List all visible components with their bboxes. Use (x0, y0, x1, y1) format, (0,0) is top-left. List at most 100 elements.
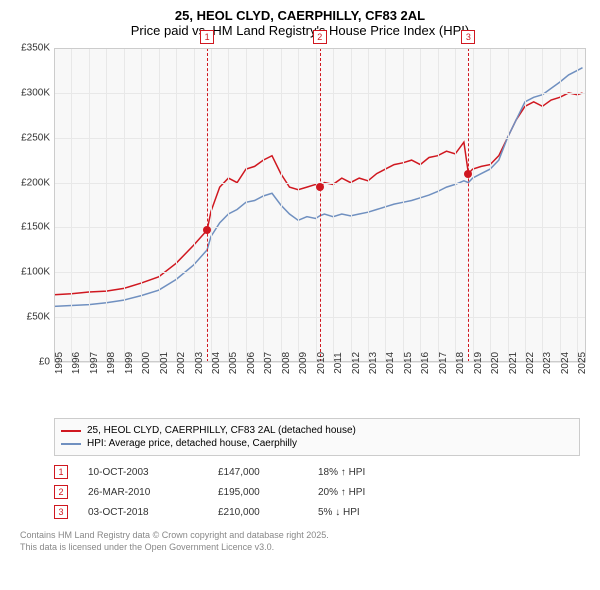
x-tick-label: 2022 (525, 352, 536, 374)
gridline-v (71, 48, 72, 362)
x-tick-label: 1995 (54, 352, 65, 374)
marker-line (207, 48, 208, 362)
gridline-v (316, 48, 317, 362)
y-tick-label: £0 (10, 357, 50, 368)
gridline-v (577, 48, 578, 362)
gridline-v (385, 48, 386, 362)
footer-line1: Contains HM Land Registry data © Crown c… (20, 530, 580, 542)
gridline-v (124, 48, 125, 362)
x-tick-label: 2007 (263, 352, 274, 374)
table-num-box: 1 (54, 465, 68, 479)
x-tick-label: 2016 (420, 352, 431, 374)
footer: Contains HM Land Registry data © Crown c… (20, 530, 580, 553)
table-delta: 20% ↑ HPI (318, 487, 408, 498)
gridline-v (473, 48, 474, 362)
legend-row: 25, HEOL CLYD, CAERPHILLY, CF83 2AL (det… (61, 425, 573, 436)
x-tick-label: 2004 (211, 352, 222, 374)
y-tick-label: £250K (10, 132, 50, 143)
gridline-v (333, 48, 334, 362)
gridline-v (194, 48, 195, 362)
x-tick-label: 2008 (281, 352, 292, 374)
gridline-v (263, 48, 264, 362)
x-tick-label: 2001 (159, 352, 170, 374)
x-tick-label: 2010 (316, 352, 327, 374)
gridline-v (54, 48, 55, 362)
table-delta: 18% ↑ HPI (318, 467, 408, 478)
gridline-v (438, 48, 439, 362)
marker-dot (464, 170, 472, 178)
gridline-v (542, 48, 543, 362)
gridline-v (298, 48, 299, 362)
gridline-v (490, 48, 491, 362)
x-tick-label: 2017 (438, 352, 449, 374)
x-tick-label: 2023 (542, 352, 553, 374)
x-tick-label: 2012 (351, 352, 362, 374)
legend-label: 25, HEOL CLYD, CAERPHILLY, CF83 2AL (det… (87, 425, 356, 436)
table-row: 1 10-OCT-2003 £147,000 18% ↑ HPI (54, 462, 580, 482)
y-tick-label: £50K (10, 312, 50, 323)
gridline-v (281, 48, 282, 362)
y-tick-label: £150K (10, 222, 50, 233)
x-tick-label: 2009 (298, 352, 309, 374)
footer-line2: This data is licensed under the Open Gov… (20, 542, 580, 554)
y-tick-label: £300K (10, 87, 50, 98)
gridline-v (228, 48, 229, 362)
x-tick-label: 2020 (490, 352, 501, 374)
gridline-v (420, 48, 421, 362)
sales-table: 110-OCT-2003£147,00018% ↑ HPI226-MAR-201… (54, 462, 580, 522)
x-tick-label: 2024 (560, 352, 571, 374)
x-tick-label: 2013 (368, 352, 379, 374)
marker-box: 3 (461, 30, 475, 44)
x-tick-label: 2014 (385, 352, 396, 374)
table-row: 226-MAR-2010£195,00020% ↑ HPI (54, 482, 580, 502)
table-date: 10-OCT-2003 (88, 467, 198, 478)
marker-line (320, 48, 321, 362)
x-tick-label: 2018 (455, 352, 466, 374)
chart-container: 25, HEOL CLYD, CAERPHILLY, CF83 2AL Pric… (0, 0, 600, 590)
table-price: £195,000 (218, 487, 298, 498)
marker-dot (203, 226, 211, 234)
x-tick-label: 2015 (403, 352, 414, 374)
chart-area: 123 £0 £50K £100K £150K £200K £250K £300K £350K… (10, 44, 590, 414)
gridline-v (106, 48, 107, 362)
table-row: 303-OCT-2018£210,0005% ↓ HPI (54, 502, 580, 522)
x-tick-label: 2002 (176, 352, 187, 374)
gridline-v (368, 48, 369, 362)
x-tick-label: 2000 (141, 352, 152, 374)
x-tick-label: 1997 (89, 352, 100, 374)
title-block: 25, HEOL CLYD, CAERPHILLY, CF83 2AL Pric… (10, 8, 590, 38)
chart-title: 25, HEOL CLYD, CAERPHILLY, CF83 2AL (10, 8, 590, 23)
gridline-v (455, 48, 456, 362)
table-num-box: 3 (54, 505, 68, 519)
x-tick-label: 2025 (577, 352, 588, 374)
gridline-v (141, 48, 142, 362)
y-tick-label: £350K (10, 43, 50, 54)
legend-swatch (61, 430, 81, 432)
y-tick-label: £100K (10, 267, 50, 278)
table-num-box: 2 (54, 485, 68, 499)
gridline-v (403, 48, 404, 362)
x-tick-label: 1998 (106, 352, 117, 374)
y-tick-label: £200K (10, 177, 50, 188)
x-tick-label: 1999 (124, 352, 135, 374)
gridline-v (211, 48, 212, 362)
gridline-v (89, 48, 90, 362)
gridline-v (159, 48, 160, 362)
gridline-v (176, 48, 177, 362)
marker-box: 1 (200, 30, 214, 44)
gridline-v (351, 48, 352, 362)
gridline-v (246, 48, 247, 362)
marker-dot (316, 183, 324, 191)
marker-line (468, 48, 469, 362)
legend-row: HPI: Average price, detached house, Caer… (61, 438, 573, 449)
legend-swatch (61, 443, 81, 445)
table-date: 03-OCT-2018 (88, 507, 198, 518)
table-price: £147,000 (218, 467, 298, 478)
x-tick-label: 1996 (71, 352, 82, 374)
x-tick-label: 2005 (228, 352, 239, 374)
x-tick-label: 2021 (508, 352, 519, 374)
x-tick-label: 2019 (473, 352, 484, 374)
series-line (54, 93, 583, 295)
table-delta: 5% ↓ HPI (318, 507, 408, 518)
plot-region: 123 (54, 48, 586, 362)
